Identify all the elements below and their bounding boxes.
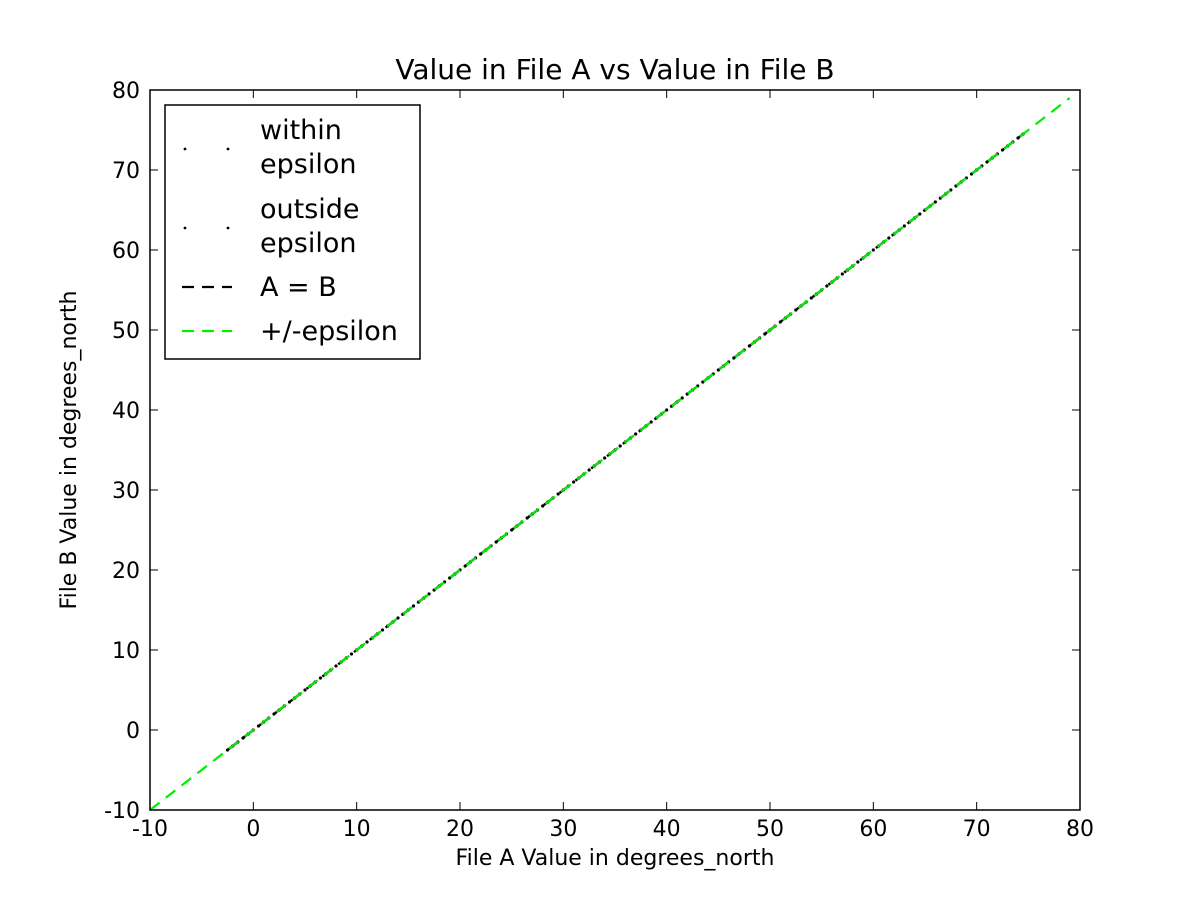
data-point (902, 224, 906, 228)
y-axis-title: File B Value in degrees_north (57, 291, 82, 610)
data-point (411, 604, 416, 608)
x-tick-label: -10 (132, 817, 168, 842)
data-point (380, 628, 385, 632)
legend-box (164, 104, 421, 360)
x-tick-label: 60 (859, 817, 887, 842)
data-point (365, 640, 369, 644)
y-tick-label: 80 (112, 79, 140, 104)
x-tick-label: 0 (246, 817, 260, 842)
data-point (396, 616, 400, 620)
data-point (794, 308, 798, 312)
legend-label: epsilon (260, 228, 356, 259)
y-tick-label: 10 (112, 639, 140, 664)
legend-label: epsilon (260, 149, 356, 180)
data-point (933, 200, 937, 204)
legend-marker (226, 226, 230, 230)
data-point (318, 676, 323, 680)
data-point (649, 420, 653, 424)
x-tick-label: 20 (446, 817, 474, 842)
chart-title: Value in File A vs Value in File B (395, 53, 834, 86)
data-point (809, 296, 813, 300)
y-tick-label: 70 (112, 159, 140, 184)
epsilon-line (149, 97, 1071, 811)
x-tick-label: 10 (343, 817, 371, 842)
legend-label: within (260, 115, 342, 146)
legend-marker (183, 147, 187, 151)
data-point (603, 456, 607, 460)
legend-marker (183, 226, 187, 230)
x-tick-label: 30 (549, 817, 577, 842)
data-point (349, 652, 354, 656)
data-point (587, 468, 591, 472)
legend-label: +/-epsilon (260, 316, 398, 347)
x-tick-label: 40 (653, 817, 681, 842)
x-tick-label: 80 (1066, 817, 1094, 842)
y-tick-label: 30 (112, 479, 140, 504)
legend-item-a-equals-b: A = B (182, 272, 337, 303)
x-tick-label: 70 (963, 817, 991, 842)
data-point (856, 260, 860, 264)
data-point (272, 712, 276, 716)
legend-label: outside (260, 194, 360, 225)
data-point (840, 272, 844, 276)
data-point (556, 492, 560, 496)
y-tick-label: 20 (112, 559, 140, 584)
y-tick-label: 40 (112, 399, 140, 424)
data-point (572, 480, 576, 484)
legend-item-epsilon: +/-epsilon (182, 316, 398, 347)
data-point (871, 248, 875, 252)
x-tick-label: 50 (756, 817, 784, 842)
y-tick-label: 0 (126, 719, 140, 744)
data-point (634, 432, 638, 436)
axis-ticks: -10 0 10 20 30 40 50 60 70 80 -10 0 10 20 30 40 50 60 70 80 (104, 79, 1094, 842)
x-axis-title: File A Value in degrees_north (456, 846, 775, 871)
data-point (303, 688, 307, 692)
plot-content (149, 97, 1071, 811)
data-point (541, 504, 545, 508)
legend-label: A = B (260, 272, 337, 303)
y-tick-label: 50 (112, 319, 140, 344)
data-point (665, 408, 669, 412)
data-point (334, 664, 338, 668)
y-tick-label: -10 (104, 799, 140, 824)
y-tick-label: 60 (112, 239, 140, 264)
data-point (287, 700, 292, 704)
plot-area-frame (149, 89, 1081, 811)
data-point (825, 284, 829, 288)
data-point (618, 444, 622, 448)
data-point (918, 212, 922, 216)
data-point (887, 236, 891, 240)
legend-marker (226, 147, 230, 151)
